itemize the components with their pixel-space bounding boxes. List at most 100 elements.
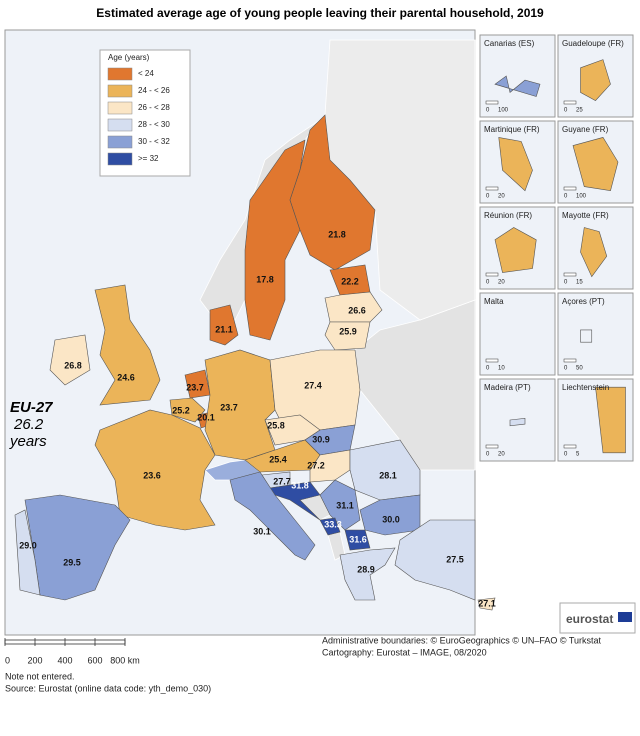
region-value: 30.0: [382, 514, 400, 524]
region-value: 25.4: [269, 454, 287, 464]
scale-label: 400: [57, 655, 72, 665]
region-value: 23.7: [220, 402, 238, 412]
scale-label: 200: [27, 655, 42, 665]
logo: eurostat: [566, 612, 613, 626]
legend-swatch: [107, 84, 133, 98]
region-value: 20.1: [197, 412, 215, 422]
inset-name: Liechtenstein: [562, 383, 609, 392]
eu-label: EU-27: [10, 399, 53, 416]
region-value: 26.6: [348, 305, 366, 315]
inset-land: [580, 227, 608, 278]
inset-name: Guadeloupe (FR): [562, 39, 624, 48]
inset-scale: [485, 272, 499, 277]
inset-scale-label: 50: [576, 366, 583, 372]
region-value: 26.8: [64, 360, 82, 370]
legend-swatch: [107, 135, 133, 149]
region-value: 31.1: [336, 500, 354, 510]
legend-swatch: [107, 118, 133, 132]
region-value: 28.9: [357, 564, 375, 574]
inset-scale-label: 0: [486, 280, 490, 286]
inset-scale: [485, 444, 499, 449]
inset-name: Réunion (FR): [484, 211, 532, 220]
inset-scale-label: 0: [564, 366, 568, 372]
region-value: 23.7: [186, 382, 204, 392]
legend-label: 28 - < 30: [138, 120, 170, 129]
region: [14, 509, 41, 596]
inset-land: [580, 329, 593, 343]
scale-label: 0: [5, 655, 10, 665]
region: [244, 139, 306, 341]
regions: 17.8 21.8 22.2 26.6 25.9 21.1 26.8 23.7 25.2 20.1…: [14, 114, 536, 611]
inset-scale: [563, 358, 577, 363]
inset-name: Açores (PT): [562, 297, 605, 306]
region: [324, 321, 371, 351]
region-value: 27.4: [304, 380, 322, 390]
inset-scale-label: 0: [564, 194, 568, 200]
inset-name: Guyane (FR): [562, 125, 609, 134]
region-value: 30.9: [312, 434, 330, 444]
region: [269, 481, 321, 521]
region: [394, 519, 476, 601]
region-value: 25.2: [172, 405, 190, 415]
legend: Age (years) < 24 24 - < 26 26 - < 28 28 - <…: [99, 49, 191, 177]
eu-unit: years: [9, 433, 47, 450]
source: Source: Eurostat (online data code: yth_…: [5, 683, 211, 693]
legend-swatch: [107, 67, 133, 81]
legend-label: 30 - < 32: [138, 137, 170, 146]
inset-scale: [485, 358, 499, 363]
inset-land: [580, 59, 611, 101]
inset-land: [572, 137, 619, 192]
legend-label: 24 - < 26: [138, 86, 170, 95]
region: [319, 479, 361, 531]
region-value: 17.8: [256, 274, 274, 284]
inset-scale-label: 0: [486, 452, 490, 458]
eu-flag: [618, 612, 632, 622]
credit: Cartography: Eurostat – IMAGE, 08/2020: [322, 647, 487, 657]
inset-name: Malta: [484, 297, 504, 306]
region-value: 21.8: [328, 229, 346, 239]
inset-scale-label: 0: [564, 280, 568, 286]
inset-scale: [563, 100, 577, 105]
region-value: 27.5: [446, 554, 464, 564]
inset-name: Canarias (ES): [484, 39, 535, 48]
inset-scale-label: 20: [498, 194, 505, 200]
region-value: 24.6: [117, 372, 135, 382]
inset-scale-label: 20: [498, 280, 505, 286]
inset-name: Mayotte (FR): [562, 211, 609, 220]
inset-land: [509, 418, 526, 427]
region: [477, 597, 496, 611]
region-value: 31.6: [349, 534, 367, 544]
inset-scale-label: 15: [576, 280, 583, 286]
region: [49, 334, 91, 386]
legend-title: Age (years): [108, 53, 150, 62]
region: [209, 304, 239, 346]
title: Estimated average age of young people le…: [96, 6, 544, 20]
region-value: 27.1: [478, 598, 496, 608]
scale-bar: 0 200 400 600 800 km: [4, 638, 140, 665]
scale-label: 800 km: [110, 655, 140, 665]
region-value: 29.0: [19, 540, 37, 550]
inset-scale-label: 0: [486, 194, 490, 200]
inset-land: [494, 227, 537, 273]
region: [339, 547, 396, 601]
inset-name: Martinique (FR): [484, 125, 540, 134]
region-value: 25.8: [267, 420, 285, 430]
inset-scale: [563, 186, 577, 191]
region-value: 29.5: [63, 557, 81, 567]
inset-scale-label: 0: [486, 108, 490, 114]
region-value: 27.2: [307, 460, 325, 470]
region-value: 33.3: [324, 519, 342, 529]
region-value: 22.2: [341, 276, 359, 286]
region-value: 28.1: [379, 470, 397, 480]
eu-value: 26.2: [13, 416, 44, 433]
inset-scale: [563, 444, 577, 449]
legend-swatch: [107, 152, 133, 166]
inset-scale: [563, 272, 577, 277]
land: [354, 299, 476, 471]
inset-land: [595, 386, 626, 454]
scale-label: 600: [87, 655, 102, 665]
inset-scale-label: 10: [498, 366, 505, 372]
